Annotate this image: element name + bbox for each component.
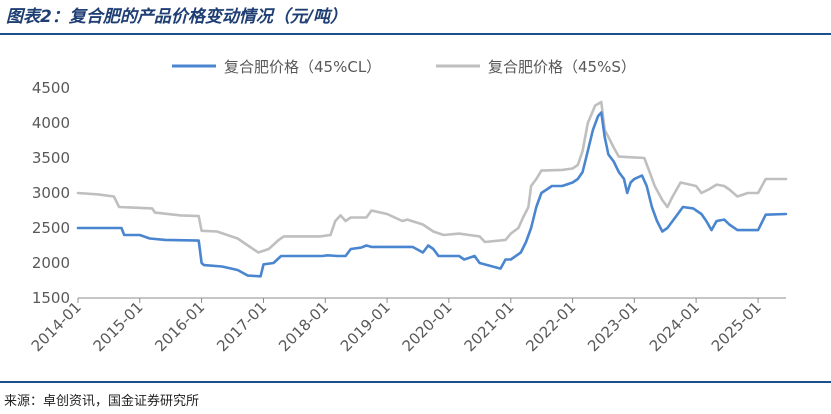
- y-tick-label: 3000: [32, 184, 70, 202]
- y-tick-label: 4500: [32, 79, 70, 97]
- x-tick-label: 2021-01: [461, 298, 518, 355]
- x-tick-label: 2017-01: [213, 298, 270, 355]
- chart-legend: 复合肥价格（45%CL） 复合肥价格（45%S）: [172, 58, 636, 76]
- title-divider: [0, 33, 831, 35]
- x-tick-label: 2016-01: [151, 298, 208, 355]
- footer-divider: [0, 381, 831, 383]
- y-axis: 1500 2000 2500 3000 3500 4000 4500: [32, 79, 70, 307]
- x-tick-label: 2025-01: [708, 298, 765, 355]
- y-tick-label: 4000: [32, 114, 70, 132]
- y-tick-label: 3500: [32, 149, 70, 167]
- y-tick-label: 2500: [32, 219, 70, 237]
- series-lines: [76, 100, 788, 278]
- y-tick-label: 2000: [32, 254, 70, 272]
- x-tick-label: 2023-01: [584, 298, 641, 355]
- price-line-chart: 复合肥价格（45%CL） 复合肥价格（45%S） 1500 2000 2500 3000…: [28, 58, 788, 355]
- series-line-45s: [76, 100, 788, 254]
- x-tick-label: 2015-01: [90, 298, 147, 355]
- legend-label-45cl: 复合肥价格（45%CL）: [224, 58, 381, 76]
- x-tick-label: 2018-01: [275, 298, 332, 355]
- x-tick-label: 2020-01: [399, 298, 456, 355]
- x-tick-label: 2024-01: [646, 298, 703, 355]
- x-axis: 2014-01 2015-01 2016-01 2017-01 2018-01 2019-…: [28, 297, 786, 355]
- series-line-45cl: [76, 111, 788, 278]
- legend-label-45s: 复合肥价格（45%S）: [488, 58, 636, 76]
- page-title: 图表2：复合肥的产品价格变动情况（元/吨）: [6, 7, 348, 27]
- x-tick-label: 2022-01: [522, 298, 579, 355]
- y-tick-label: 1500: [32, 289, 70, 307]
- x-tick-label: 2019-01: [337, 298, 394, 355]
- source-note: 来源：卓创资讯，国金证券研究所: [4, 394, 200, 409]
